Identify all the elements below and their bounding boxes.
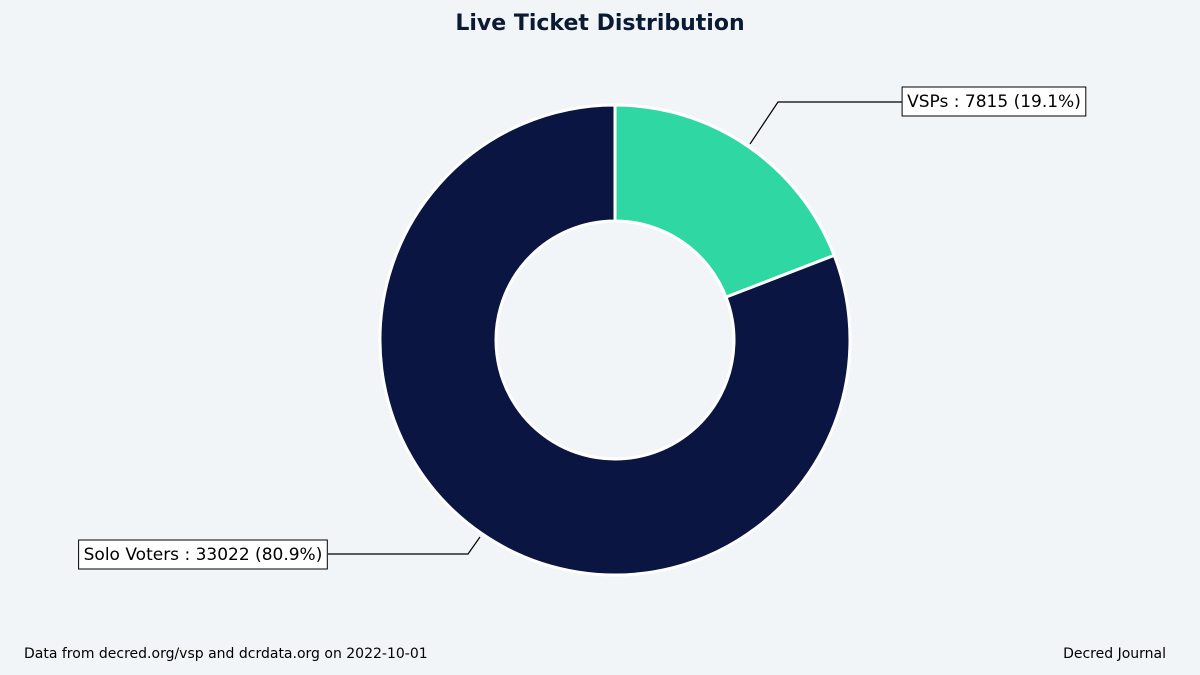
callout-box-vsps <box>901 86 1087 117</box>
pie-slice-solo-voters <box>378 103 852 577</box>
callout-line-solo-voters <box>328 536 481 555</box>
footer-credit: Decred Journal <box>1063 646 1166 662</box>
callouts-layer: VSPs : 7815 (19.1%) Solo Voters : 33022 … <box>78 86 1087 570</box>
callout-label-vsps: VSPs : 7815 (19.1%) <box>907 92 1081 112</box>
callout-label-solo-voters: Solo Voters : 33022 (80.9%) <box>84 545 323 565</box>
callout-box-solo-voters <box>78 539 328 570</box>
pie-slice-vsps <box>613 103 836 299</box>
footer-source: Data from decred.org/vsp and dcrdata.org… <box>24 646 428 662</box>
slices-layer <box>378 103 852 577</box>
callout-line-vsps <box>749 101 902 145</box>
chart-title: Live Ticket Distribution <box>455 11 744 36</box>
